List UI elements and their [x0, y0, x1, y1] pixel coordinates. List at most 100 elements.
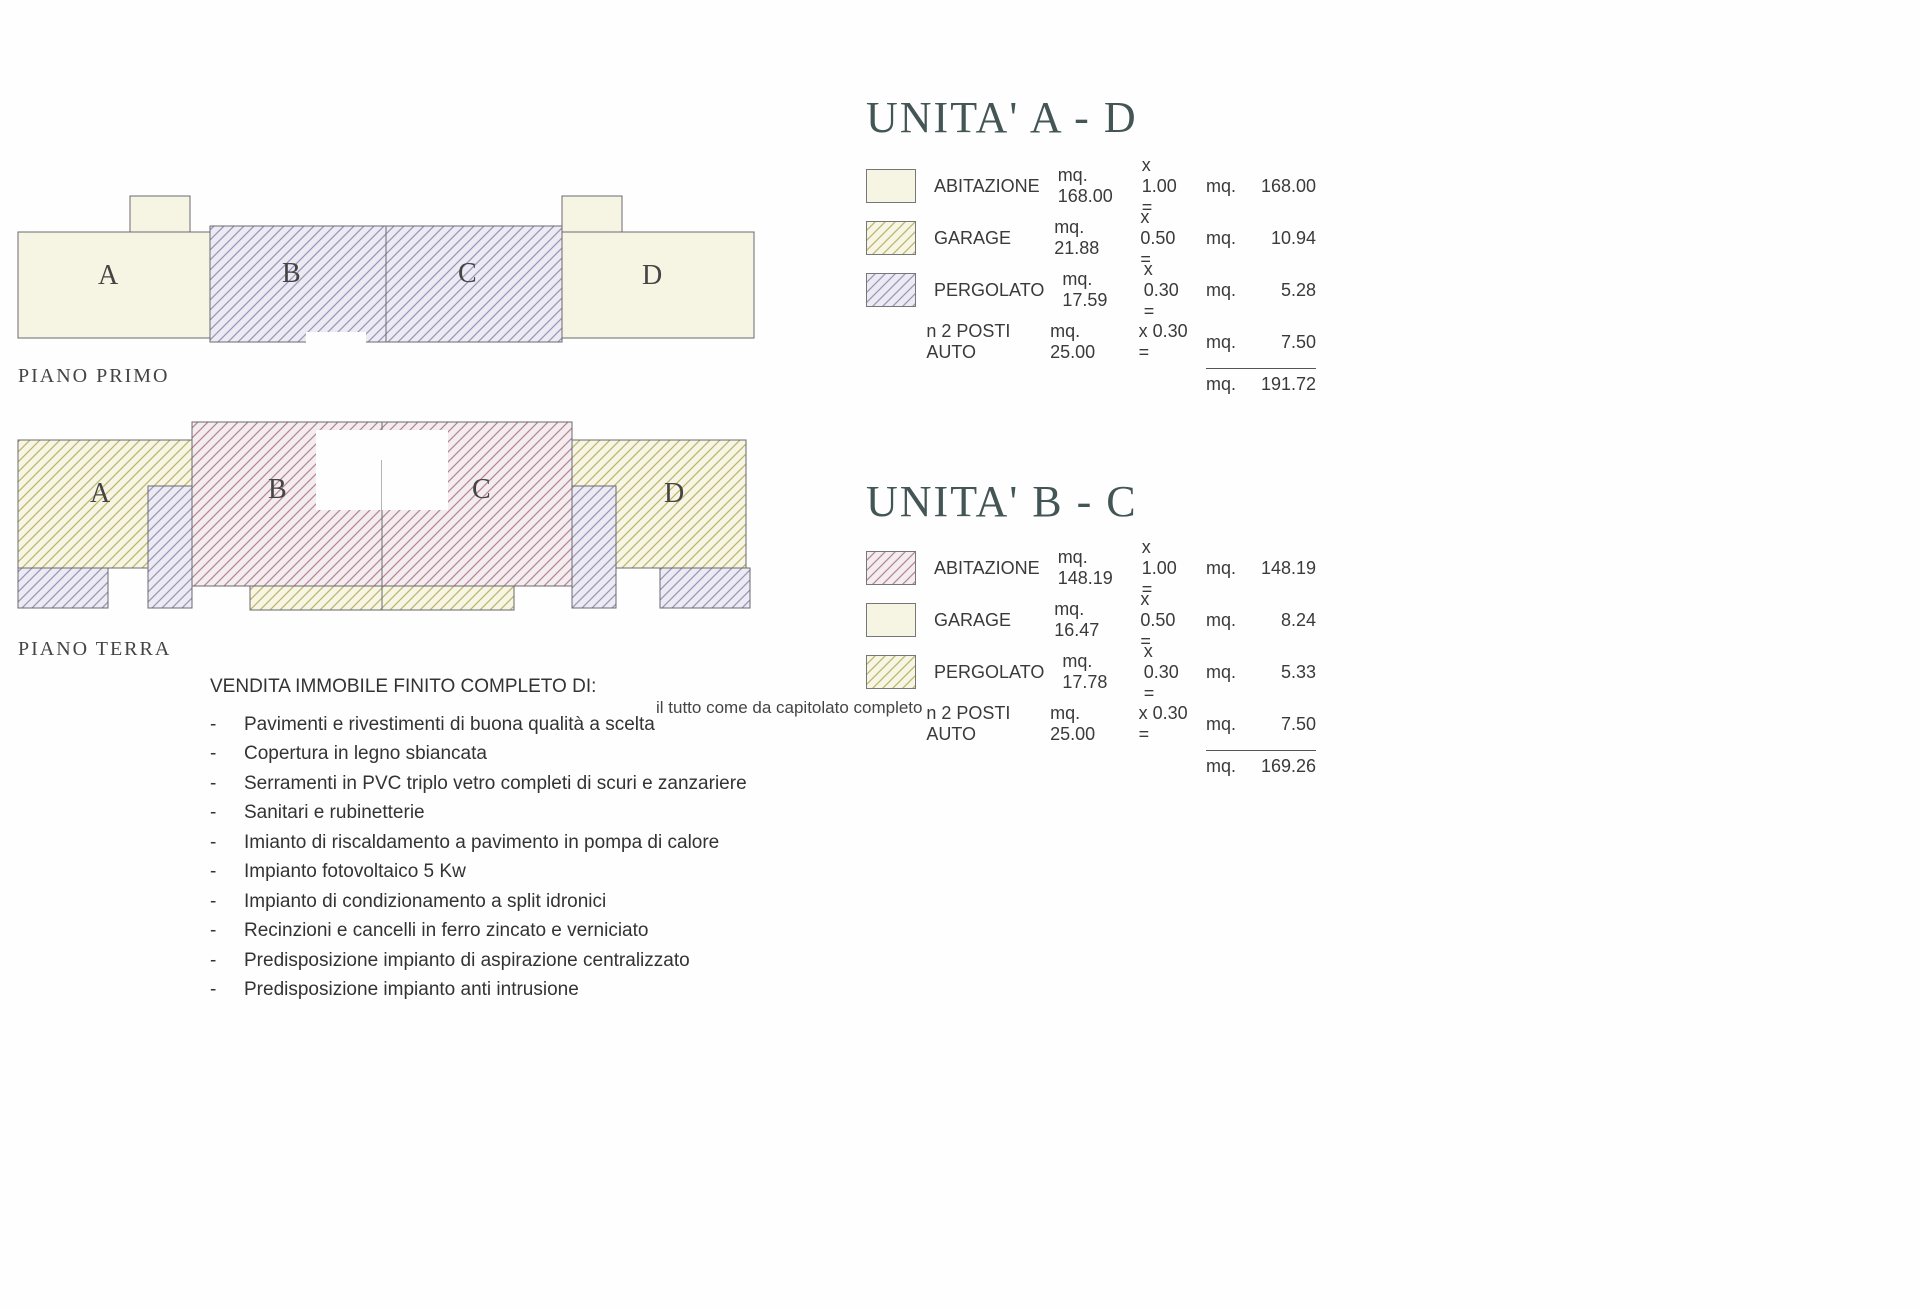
- legend-swatch: [866, 603, 916, 637]
- spec-text: Predisposizione impianto anti intrusione: [244, 975, 579, 1004]
- legend-result-value: 10.94: [1251, 228, 1316, 249]
- spec-bullet: -: [210, 798, 220, 827]
- legend-result-unit: mq.: [1206, 714, 1241, 735]
- legend-row: n 2 POSTI AUTOmq. 25.00x 0.30 =mq.7.50: [866, 698, 1316, 750]
- legend-result-value: 5.28: [1251, 280, 1316, 301]
- legend-area: mq. 25.00: [1050, 321, 1121, 363]
- legend-result-value: 8.24: [1251, 610, 1316, 631]
- legend-result: mq.8.24: [1206, 610, 1316, 631]
- unit-bc-legend: ABITAZIONEmq. 148.19x 1.00 =mq.148.19GAR…: [866, 542, 1316, 781]
- legend-total-value: 191.72: [1251, 374, 1316, 395]
- plan-block-label-p1-a: A: [98, 260, 119, 291]
- legend-mult: x 0.30 =: [1144, 259, 1188, 322]
- spec-item: -Impianto di condizionamento a split idr…: [210, 887, 750, 916]
- legend-result-unit: mq.: [1206, 280, 1241, 301]
- spec-bullet: -: [210, 857, 220, 886]
- legend-name: ABITAZIONE: [934, 176, 1040, 197]
- plan-block-label-p2-b: B: [268, 474, 287, 505]
- unit-ad-legend: ABITAZIONEmq. 168.00x 1.00 =mq.168.00GAR…: [866, 160, 1316, 399]
- legend-mult: x 0.30 =: [1139, 321, 1188, 363]
- spec-item: -Serramenti in PVC triplo vetro completi…: [210, 769, 750, 798]
- spec-text: Imianto di riscaldamento a pavimento in …: [244, 828, 719, 857]
- legend-area: mq. 16.47: [1054, 599, 1122, 641]
- spec-bullet: -: [210, 739, 220, 768]
- spec-bullet: -: [210, 975, 220, 1004]
- legend-mult: x 0.30 =: [1144, 641, 1188, 704]
- legend-result-unit: mq.: [1206, 558, 1241, 579]
- legend-result-unit: mq.: [1206, 662, 1241, 683]
- floor1-label: PIANO PRIMO: [18, 365, 169, 388]
- legend-area: mq. 148.19: [1058, 547, 1124, 589]
- legend-result-unit: mq.: [1206, 332, 1241, 353]
- legend-row: n 2 POSTI AUTO mq. 25.00 x 0.30 = mq. 7.50: [866, 316, 1316, 368]
- floor-plans: ABCDABCD: [0, 0, 780, 660]
- legend-result-value: 148.19: [1251, 558, 1316, 579]
- legend-result: mq. 7.50: [1206, 714, 1316, 735]
- legend-result-value: 5.33: [1251, 662, 1316, 683]
- spec-text: Predisposizione impianto di aspirazione …: [244, 946, 690, 975]
- legend-row: ABITAZIONEmq. 148.19x 1.00 =mq.148.19: [866, 542, 1316, 594]
- legend-total-value: 169.26: [1251, 756, 1316, 777]
- legend-name: GARAGE: [934, 228, 1036, 249]
- plan-block-label-p1-b: B: [282, 258, 301, 289]
- legend-row: PERGOLATOmq. 17.59x 0.30 =mq.5.28: [866, 264, 1316, 316]
- plan-block-p2-d-perg: [660, 568, 750, 608]
- plan-block-label-p2-a: A: [90, 478, 111, 509]
- spec-item: -Recinzioni e cancelli in ferro zincato …: [210, 916, 750, 945]
- unit-ad-section: UNITA' A - D: [866, 92, 1306, 143]
- legend-result: mq. 148.19: [1206, 558, 1316, 579]
- legend-result-value: 7.50: [1251, 714, 1316, 735]
- spec-text: Pavimenti e rivestimenti di buona qualit…: [244, 710, 655, 739]
- legend-row: GARAGEmq. 16.47x 0.50 =mq.8.24: [866, 594, 1316, 646]
- unit-ad-title: UNITA' A - D: [866, 92, 1306, 143]
- legend-area: mq. 21.88: [1054, 217, 1122, 259]
- spec-text: Sanitari e rubinetterie: [244, 798, 425, 827]
- spec-item: -Sanitari e rubinetterie: [210, 798, 750, 827]
- legend-swatch: [866, 273, 916, 307]
- legend-result: mq. 7.50: [1206, 332, 1316, 353]
- plan-block-p1-a-bump: [130, 196, 190, 234]
- legend-name: n 2 POSTI AUTO: [926, 321, 1032, 363]
- legend-total-unit: mq.: [1206, 756, 1241, 777]
- legend-result-value: 7.50: [1251, 332, 1316, 353]
- legend-area: mq. 168.00: [1058, 165, 1124, 207]
- unit-bc-title: UNITA' B - C: [866, 476, 1306, 527]
- legend-total-row: mq. 191.72: [866, 369, 1316, 399]
- spec-item: -Predisposizione impianto di aspirazione…: [210, 946, 750, 975]
- spec-bullet: -: [210, 916, 220, 945]
- legend-swatch: [866, 551, 916, 585]
- spec-heading: VENDITA IMMOBILE FINITO COMPLETO DI:: [210, 676, 596, 698]
- legend-swatch: [866, 655, 916, 689]
- legend-row: GARAGEmq. 21.88x 0.50 =mq.10.94: [866, 212, 1316, 264]
- legend-result: mq. 5.28: [1206, 280, 1316, 301]
- spec-bullet: -: [210, 710, 220, 739]
- legend-row: PERGOLATOmq. 17.78x 0.30 =mq.5.33: [866, 646, 1316, 698]
- spec-text: Impianto fotovoltaico 5 Kw: [244, 857, 466, 886]
- spec-text: Recinzioni e cancelli in ferro zincato e…: [244, 916, 648, 945]
- legend-total-unit: mq.: [1206, 374, 1241, 395]
- unit-bc-section: UNITA' B - C: [866, 476, 1306, 527]
- spec-text: Impianto di condizionamento a split idro…: [244, 887, 606, 916]
- spec-item: -Impianto fotovoltaico 5 Kw: [210, 857, 750, 886]
- plan-block-p1-b-notch: [306, 332, 366, 352]
- legend-area: mq. 25.00: [1050, 703, 1121, 745]
- legend-result-unit: mq.: [1206, 228, 1241, 249]
- legend-total-row: mq. 169.26: [866, 751, 1316, 781]
- plan-block-p2-b-bot: [250, 586, 382, 610]
- legend-name: GARAGE: [934, 610, 1036, 631]
- legend-result: mq. 5.33: [1206, 662, 1316, 683]
- floor2-label: PIANO TERRA: [18, 638, 171, 661]
- legend-swatch: [866, 221, 916, 255]
- plan-block-p2-center-bot: [316, 430, 448, 460]
- legend-row: ABITAZIONEmq. 168.00x 1.00 =mq.168.00: [866, 160, 1316, 212]
- plan-block-p2-a-side: [148, 486, 192, 608]
- legend-name: PERGOLATO: [934, 662, 1044, 683]
- spec-bullet: -: [210, 828, 220, 857]
- legend-area: mq. 17.59: [1062, 269, 1125, 311]
- spec-item: -Predisposizione impianto anti intrusion…: [210, 975, 750, 1004]
- legend-mult: x 0.30 =: [1139, 703, 1188, 745]
- spec-text: Copertura in legno sbiancata: [244, 739, 487, 768]
- spec-item: -Imianto di riscaldamento a pavimento in…: [210, 828, 750, 857]
- plan-block-label-p1-c: C: [458, 258, 477, 289]
- plan-block-p2-a-perg: [18, 568, 108, 608]
